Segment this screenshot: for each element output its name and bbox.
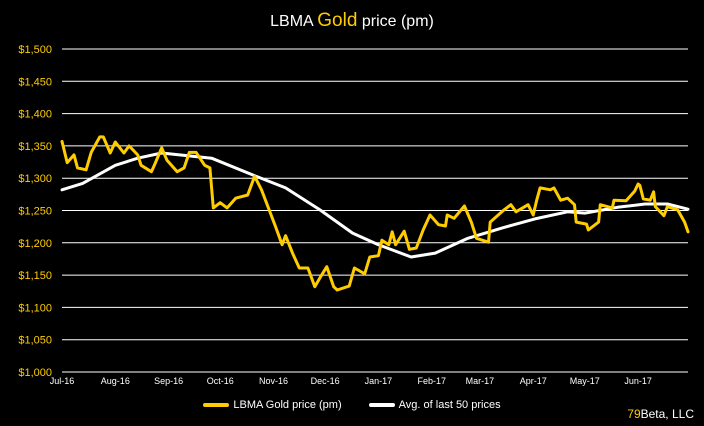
- series-lines: [60, 135, 690, 292]
- x-tick-label: Oct-16: [207, 376, 234, 386]
- x-axis-ticks: Jul-16 Aug-16 Sep-16 Oct-16 Nov-16 Dec-16 Jan-…: [50, 376, 652, 386]
- moving-average-line: [60, 151, 690, 259]
- x-tick-label: Mar-17: [466, 376, 495, 386]
- credit: 79Beta, LLC: [627, 407, 694, 421]
- y-tick-label: $1,350: [18, 141, 52, 153]
- chart-title: LBMA Gold price (pm): [0, 10, 704, 32]
- gold-price-line: [60, 135, 690, 292]
- y-axis-ticks: $1,000 $1,050 $1,100 $1,150 $1,200 $1,250 $1,3…: [18, 44, 52, 379]
- y-tick-label: $1,000: [18, 367, 52, 379]
- x-tick-label: Jul-16: [50, 376, 75, 386]
- x-tick-label: Apr-17: [520, 376, 547, 386]
- legend-label-avg: Avg. of last 50 prices: [398, 399, 501, 411]
- legend-label-gold: LBMA Gold price (pm): [233, 399, 342, 411]
- y-tick-label: $1,050: [18, 335, 52, 347]
- y-tick-label: $1,300: [18, 173, 52, 185]
- y-tick-label: $1,200: [18, 238, 52, 250]
- x-tick-label: Aug-16: [101, 376, 130, 386]
- credit-number: 79: [627, 407, 641, 421]
- y-tick-label: $1,500: [18, 44, 52, 56]
- x-tick-label: May-17: [570, 376, 600, 386]
- title-part-gold: Gold: [317, 10, 358, 31]
- y-tick-label: $1,450: [18, 76, 52, 88]
- x-tick-label: Feb-17: [417, 376, 446, 386]
- legend-swatch-avg: [368, 403, 395, 407]
- x-tick-label: Dec-16: [311, 376, 340, 386]
- y-tick-label: $1,400: [18, 109, 52, 121]
- x-tick-label: Jan-17: [365, 376, 393, 386]
- y-tick-label: $1,250: [18, 206, 52, 218]
- legend-item-avg: Avg. of last 50 prices: [368, 399, 501, 411]
- title-part-3: price (pm): [357, 13, 434, 30]
- legend: LBMA Gold price (pm) Avg. of last 50 pri…: [0, 398, 704, 411]
- x-tick-label: Nov-16: [259, 376, 288, 386]
- legend-item-gold: LBMA Gold price (pm): [203, 399, 342, 411]
- x-tick-label: Sep-16: [154, 376, 183, 386]
- y-tick-label: $1,100: [18, 302, 52, 314]
- y-tick-label: $1,150: [18, 270, 52, 282]
- legend-swatch-gold: [203, 403, 230, 407]
- gridlines: [62, 48, 688, 373]
- credit-name: Beta, LLC: [640, 407, 694, 421]
- x-tick-label: Jun-17: [624, 376, 652, 386]
- title-part-1: LBMA: [270, 13, 318, 30]
